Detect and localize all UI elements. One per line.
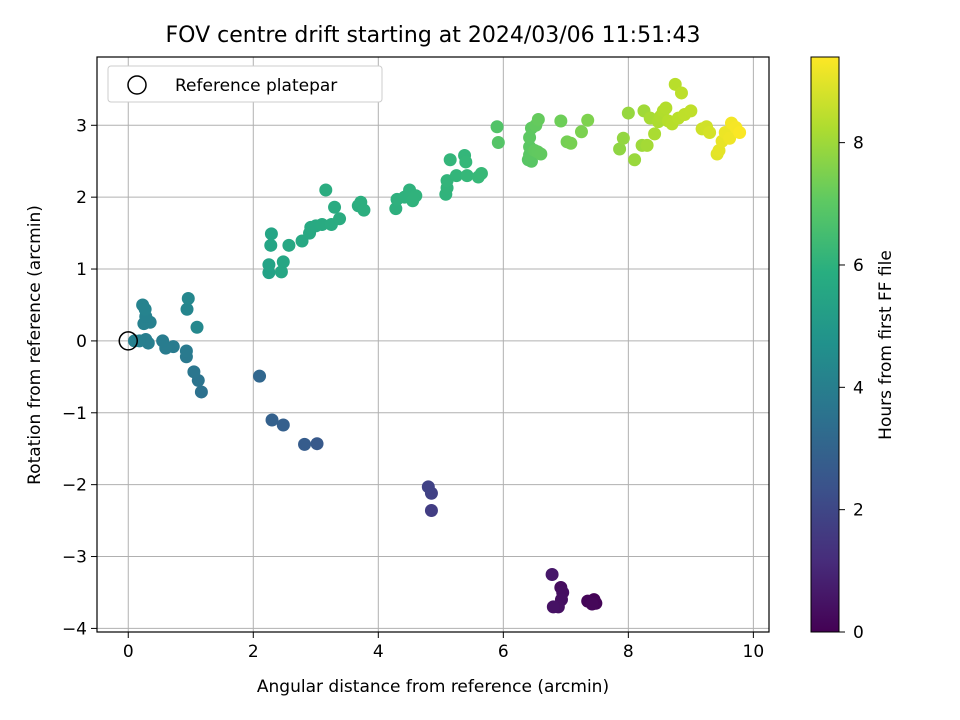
x-tick-label: 6 <box>498 642 509 662</box>
data-point <box>546 600 560 614</box>
y-tick-label: 3 <box>76 116 87 136</box>
data-point <box>474 166 488 180</box>
data-point <box>531 113 545 127</box>
data-point <box>621 106 635 120</box>
data-point <box>315 217 329 231</box>
reference-marker <box>118 331 139 351</box>
data-point <box>138 302 152 316</box>
data-point <box>181 292 195 305</box>
data-point <box>262 258 276 272</box>
colorbar-tick-label: 4 <box>853 378 864 398</box>
data-point <box>253 369 267 383</box>
data-point <box>545 568 559 581</box>
data-point <box>156 334 170 348</box>
data-point <box>333 212 347 226</box>
data-point <box>640 138 654 152</box>
x-axis-ticks: 0 2 4 6 8 10 <box>123 632 764 662</box>
y-tick-label: −4 <box>62 619 87 639</box>
data-point <box>424 504 438 518</box>
data-point <box>585 597 599 611</box>
data-point <box>421 480 435 494</box>
data-point <box>180 302 194 316</box>
data-point <box>276 418 290 432</box>
colorbar-gradient <box>810 56 840 633</box>
y-tick-label: −2 <box>62 476 87 496</box>
data-point <box>723 131 737 145</box>
data-point <box>357 203 371 217</box>
data-point <box>491 136 505 150</box>
data-point <box>265 413 279 427</box>
colorbar-tick-label: 0 <box>853 623 864 643</box>
data-point <box>659 101 673 115</box>
data-point <box>459 155 473 169</box>
y-tick-label: −1 <box>62 404 87 424</box>
data-point <box>128 334 142 348</box>
data-point <box>554 114 568 128</box>
data-point <box>179 344 193 358</box>
x-tick-label: 0 <box>123 642 134 662</box>
legend-reference-marker <box>127 75 147 95</box>
y-axis-ticks: −4 −3 −2 −1 0 1 2 3 <box>62 116 97 639</box>
data-point <box>648 127 662 141</box>
chart-title: FOV centre drift starting at 2024/03/06 … <box>166 23 701 48</box>
grid <box>97 57 769 632</box>
data-point <box>328 200 342 214</box>
colorbar-label: Hours from first FF file <box>876 250 896 440</box>
y-tick-label: −3 <box>62 548 87 568</box>
data-point <box>684 104 698 118</box>
legend: Reference platepar <box>107 65 383 103</box>
data-point <box>194 385 208 399</box>
y-tick-label: 2 <box>76 188 87 208</box>
data-point <box>298 437 312 451</box>
y-axis-label: Rotation from reference (arcmin) <box>25 205 45 485</box>
data-point <box>264 238 278 252</box>
data-point <box>460 169 474 183</box>
legend-box <box>107 65 383 103</box>
x-tick-label: 2 <box>248 642 259 662</box>
data-point <box>613 142 627 156</box>
x-tick-label: 10 <box>743 642 765 662</box>
data-point <box>443 153 457 167</box>
plot-area: 0 2 4 6 8 10 −4 −3 −2 −1 0 1 2 3 Reference platepar <box>62 56 770 662</box>
data-point <box>628 153 642 167</box>
y-tick-label: 1 <box>76 260 87 280</box>
colorbar-tick-label: 2 <box>853 501 864 521</box>
data-point <box>733 125 747 139</box>
data-point <box>282 238 296 252</box>
data-point <box>449 169 463 183</box>
x-tick-label: 8 <box>623 642 634 662</box>
colorbar-tick-label: 6 <box>853 256 864 276</box>
x-tick-label: 4 <box>373 642 384 662</box>
data-point <box>276 255 290 269</box>
data-point <box>319 183 333 197</box>
data-point <box>574 125 588 139</box>
data-point <box>264 227 278 241</box>
colorbar-tick-label: 8 <box>853 134 864 154</box>
data-points <box>128 77 747 614</box>
data-point <box>616 131 630 145</box>
data-point <box>187 365 201 379</box>
data-point <box>190 320 204 334</box>
colorbar: 0 2 4 6 8 Hours from first FF file <box>810 56 896 643</box>
data-point <box>409 189 423 203</box>
y-tick-label: 0 <box>76 332 87 352</box>
x-axis-label: Angular distance from reference (arcmin) <box>257 677 609 697</box>
data-point <box>310 437 324 451</box>
colorbar-ticks: 0 2 4 6 8 <box>839 134 864 643</box>
legend-entry-label: Reference platepar <box>175 76 337 96</box>
axes-frame <box>96 56 770 633</box>
data-point <box>274 265 288 279</box>
data-point <box>490 120 504 134</box>
data-point <box>534 147 548 161</box>
data-point <box>581 113 595 127</box>
data-point <box>564 136 578 150</box>
data-point <box>674 86 688 100</box>
data-point <box>703 125 717 139</box>
